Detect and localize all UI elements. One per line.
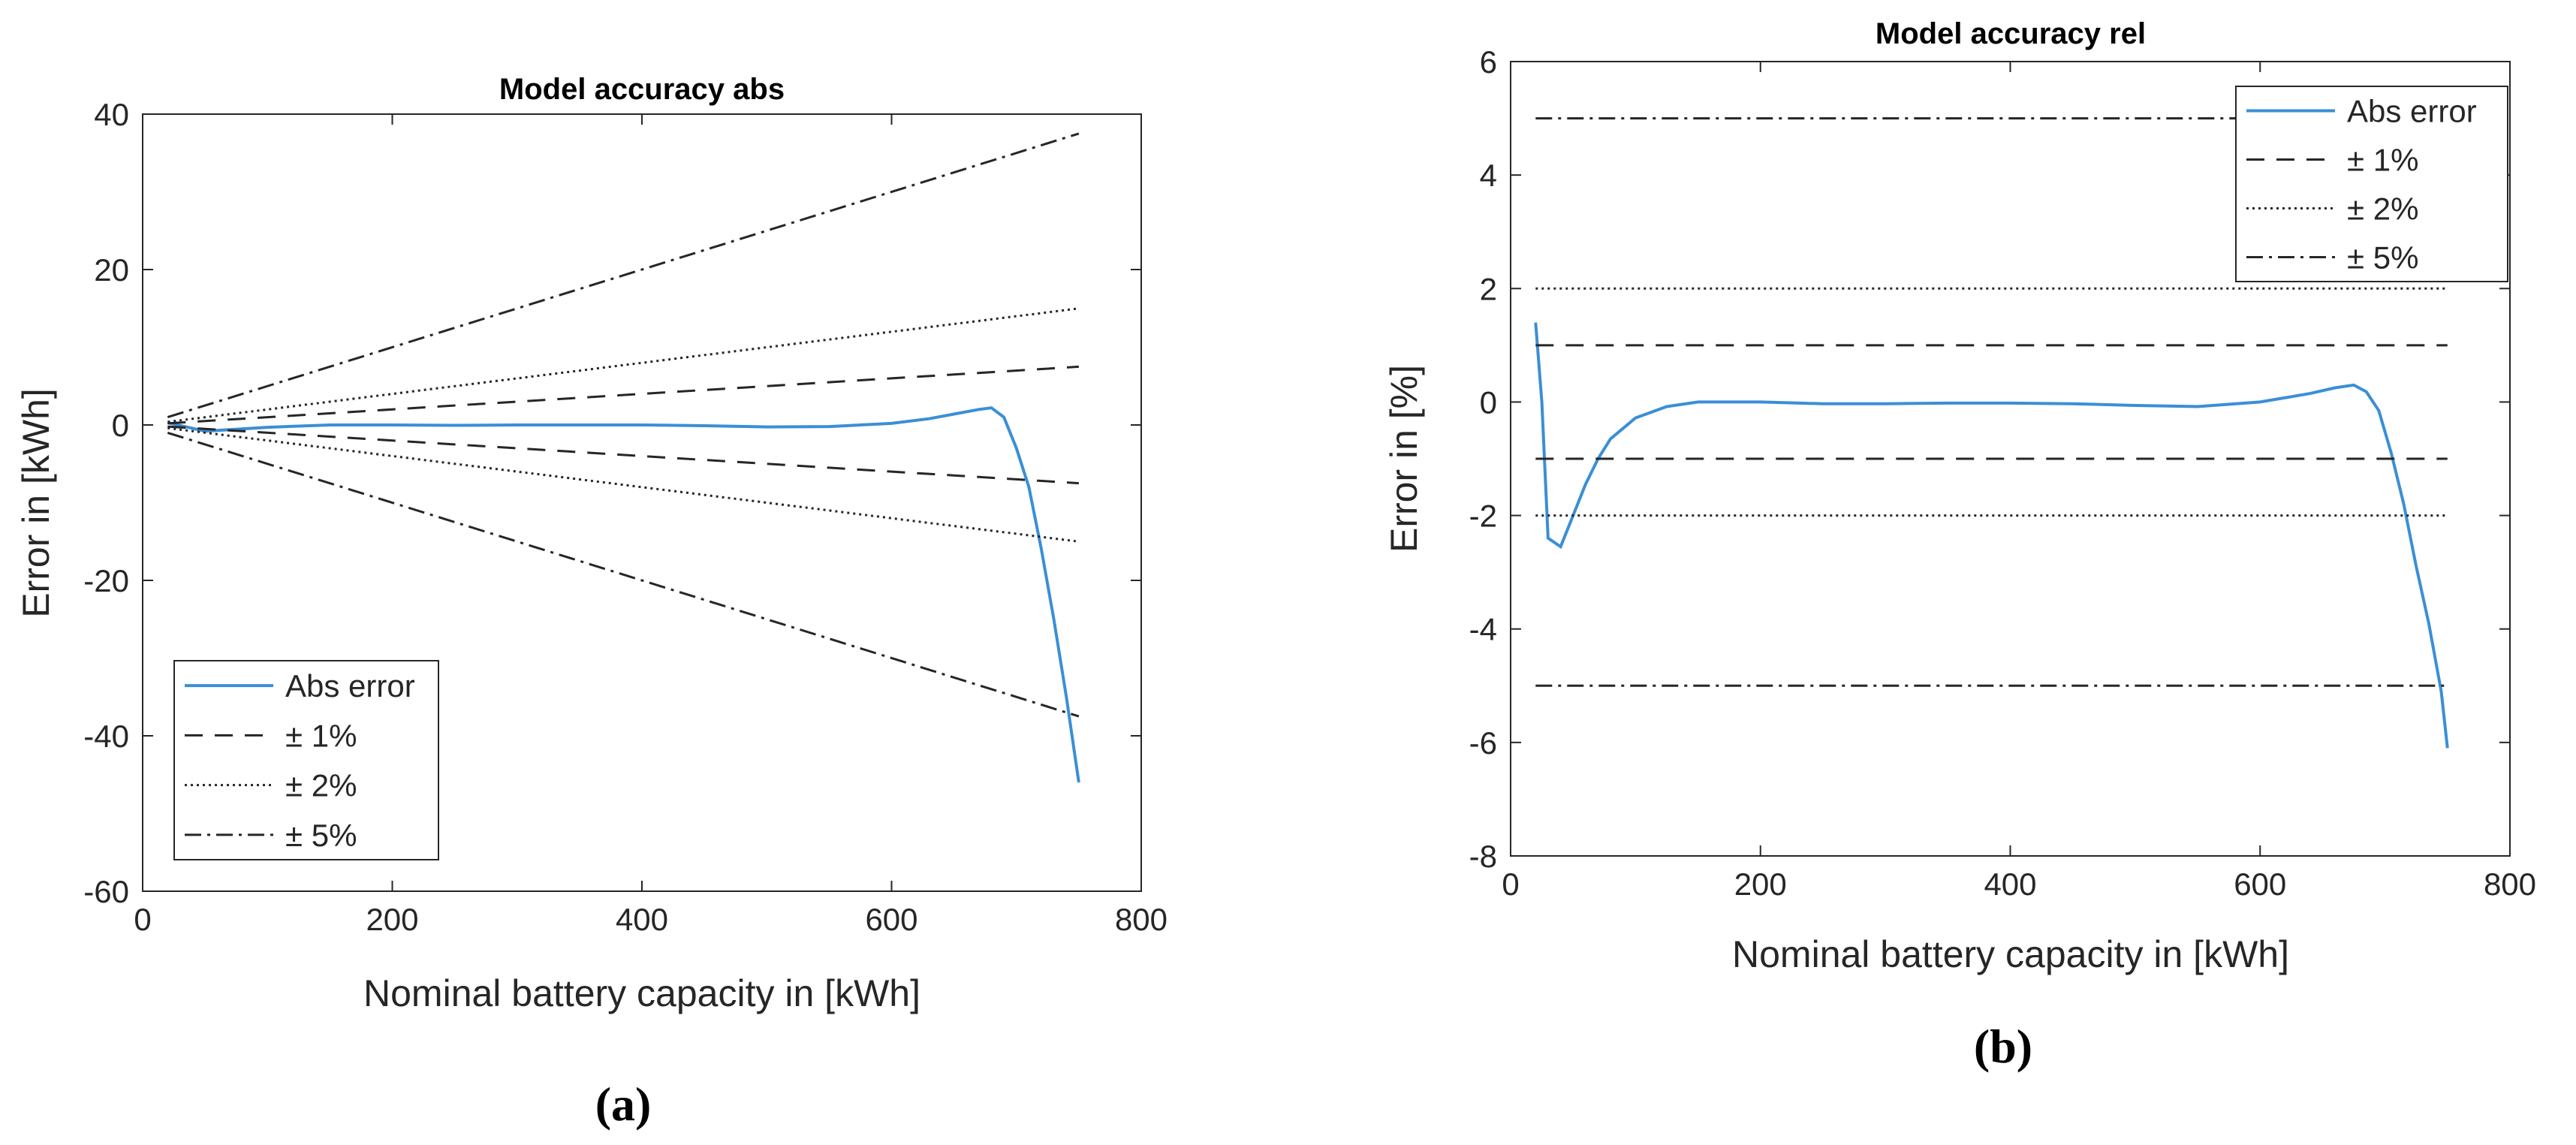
y-tick-label: -8: [1469, 839, 1497, 874]
y-tick-label: -2: [1469, 499, 1497, 534]
panel-label: (b): [1974, 1020, 2032, 1073]
x-tick-label: 600: [865, 902, 917, 937]
chart-panel-a: 0 200 400 600 800 -60 -40 -20 0 20 40 Model accurac…: [15, 73, 1167, 1131]
panel-label: (a): [595, 1077, 652, 1131]
chart-panel-b: 0 200 400 600 800 -8 -6 -4 -2 0 2 4 6 Model accuracy …: [1383, 17, 2536, 1073]
y-tick-label: -40: [83, 719, 129, 754]
legend: Abs error ± 1% ± 2% ± 5%: [173, 660, 439, 860]
x-tick-label: 600: [2234, 866, 2286, 902]
x-tick-label: 0: [1502, 866, 1519, 902]
legend-label: Abs error: [2347, 94, 2477, 129]
series-line-solid: [167, 406, 1080, 783]
legend-label: ± 1%: [285, 718, 357, 753]
x-tick-label: 400: [1984, 866, 2036, 902]
chart-title: Model accuracy abs: [499, 73, 785, 106]
legend-label: ± 5%: [285, 818, 357, 853]
x-tick-label: 200: [1734, 866, 1787, 902]
legend-box: [173, 660, 439, 860]
legend-label: ± 5%: [2347, 240, 2418, 276]
x-axis-label: Nominal battery capacity in [kWh]: [1732, 933, 2289, 975]
series-line-dashdot-6: [167, 431, 1080, 718]
y-tick-label: -60: [83, 874, 129, 909]
x-tick-label: 800: [2484, 866, 2536, 902]
y-axis-label: Error in [kWh]: [15, 388, 57, 618]
y-tick-label: 20: [94, 252, 129, 288]
y-tick-label: -4: [1469, 612, 1497, 647]
x-tick-label: 400: [616, 902, 668, 937]
series-line-dashdot-5: [167, 132, 1080, 419]
legend: Abs error ± 1% ± 2% ± 5%: [2235, 86, 2508, 282]
series-line-dashed-1: [167, 365, 1079, 425]
legend-label: ± 2%: [2347, 191, 2418, 227]
y-tick-label: 0: [112, 408, 129, 443]
legend-label: ± 1%: [2347, 143, 2418, 178]
y-tick-label: 2: [1480, 271, 1497, 306]
series-line-solid: [1534, 322, 2449, 749]
y-tick-label: -20: [83, 563, 129, 598]
x-axis-label: Nominal battery capacity in [kWh]: [363, 972, 920, 1014]
legend-label: Abs error: [285, 668, 415, 704]
y-tick-label: 4: [1480, 158, 1497, 193]
y-tick-label: 40: [94, 97, 129, 132]
y-tick-label: -6: [1469, 725, 1497, 761]
legend-label: ± 2%: [285, 768, 357, 803]
y-tick-label: 0: [1480, 384, 1497, 420]
x-tick-label: 0: [134, 902, 151, 937]
x-tick-label: 200: [366, 902, 418, 937]
chart-title: Model accuracy rel: [1876, 17, 2146, 50]
y-tick-label: 6: [1480, 44, 1497, 80]
y-axis-label: Error in [%]: [1383, 365, 1425, 553]
x-tick-label: 800: [1115, 902, 1167, 937]
series-line-dashed-2: [167, 425, 1079, 485]
legend-box: [2235, 86, 2508, 282]
